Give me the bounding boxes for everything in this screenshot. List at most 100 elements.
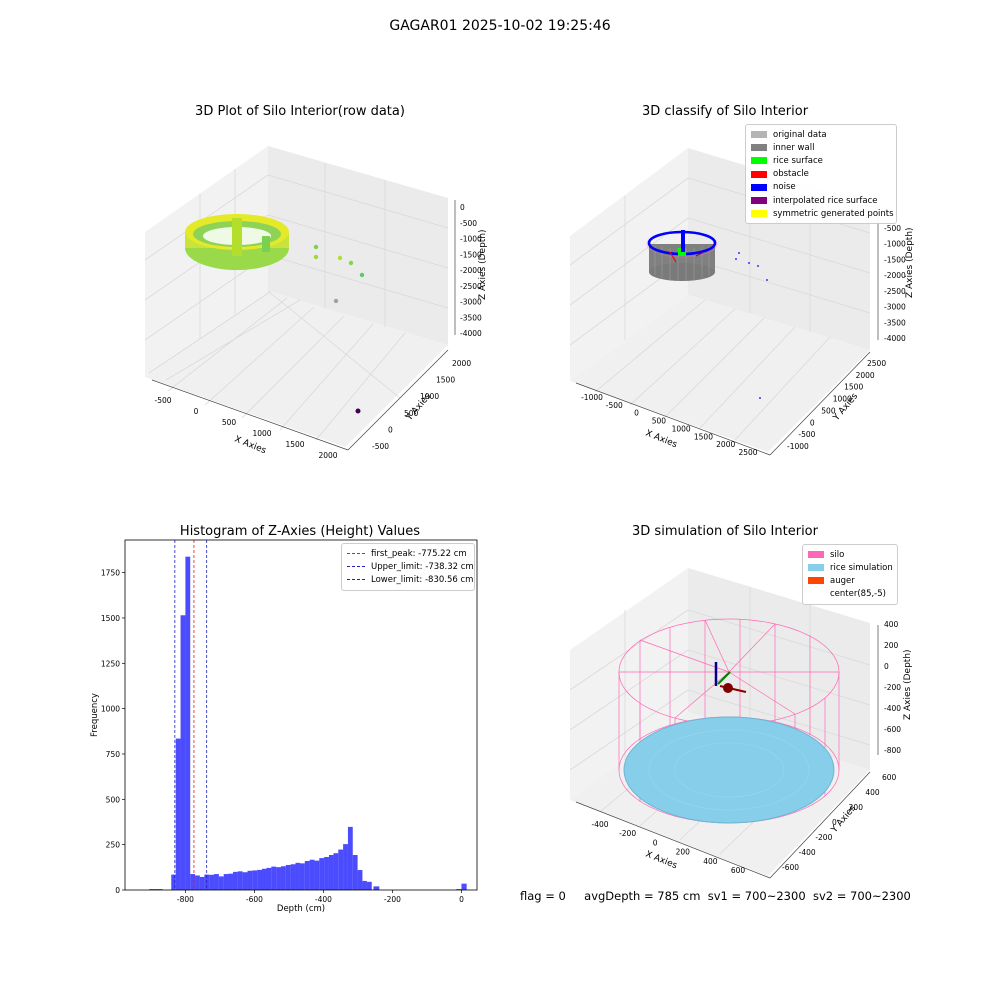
tick-label: -500 [154, 396, 171, 405]
histogram-bar [237, 871, 243, 890]
legend-label: center(85,-5) [830, 589, 886, 600]
legend-item-noise: noise [751, 181, 891, 194]
legend-swatch [751, 183, 767, 191]
tick-label: -600 [884, 725, 901, 734]
tick-label: 200 [849, 803, 864, 812]
tick-label: -800 [884, 746, 901, 755]
tick-label: 1500 [844, 383, 863, 392]
x-tick-label: -800 [177, 895, 194, 904]
histogram-bar [352, 855, 358, 890]
legend-swatch [751, 131, 767, 139]
tick-label: 0 [194, 407, 199, 416]
histogram-bar [218, 876, 224, 890]
panel2-legend: original data inner wall rice surface ob… [745, 124, 897, 225]
y-tick-label: 750 [106, 750, 121, 759]
legend-label: Lower_limit: -830.56 cm [371, 574, 474, 585]
legend-item-inner-wall: inner wall [751, 141, 891, 154]
tick-label: -500 [372, 442, 389, 451]
status-flag: flag = 0 [520, 889, 566, 903]
histogram-x-ticks: -800 -600 -400 -200 0 [177, 890, 464, 904]
legend-item-first-peak: first_peak: -775.22 cm [347, 547, 469, 560]
legend-item-upper-limit: Upper_limit: -738.32 cm [347, 560, 474, 573]
tick-label: -500 [460, 219, 477, 228]
histogram-bar [149, 889, 157, 890]
tick-label: -1500 [884, 255, 906, 264]
x-tick-label: -600 [246, 895, 263, 904]
legend-label: original data [773, 129, 827, 140]
tick-label: 1500 [285, 440, 304, 449]
legend-swatch [808, 551, 824, 559]
tick-label: -1000 [581, 393, 603, 402]
tick-label: 1000 [672, 424, 691, 433]
panel4-z-ticks: 400 200 0 -200 -400 -600 -800 [884, 620, 901, 755]
histogram-bar [299, 863, 305, 890]
tick-label: 400 [884, 620, 899, 629]
panel4-legend: silo rice simulation auger center(85,-5) [802, 544, 898, 605]
tick-label: -4000 [460, 329, 482, 338]
histogram-bars [149, 556, 467, 890]
histogram-bar [171, 874, 176, 890]
histogram-bar [262, 868, 267, 890]
tick-label: -4000 [884, 334, 906, 343]
histogram-bar [347, 826, 353, 890]
y-tick-label: 250 [106, 841, 121, 850]
legend-item-auger: auger [808, 574, 892, 587]
histogram-bar [285, 864, 291, 890]
histogram-bar [190, 874, 196, 890]
tick-label: 0 [653, 838, 658, 847]
legend-swatch [751, 170, 767, 178]
histogram-bar [338, 849, 344, 890]
legend-label: rice surface [773, 155, 823, 166]
panel2-left-pane [570, 148, 688, 381]
panel1-zlabel: Z Axies (Depth) [478, 229, 488, 300]
tick-label: 600 [882, 773, 897, 782]
panel1-ylabel: Y Axies [404, 391, 433, 423]
histogram-bar [247, 870, 253, 890]
panel1-x-ticks: -500 0 500 1000 1500 2000 [154, 396, 337, 460]
panel1-z-ticks: 0 -500 -1000 -1500 -2000 -2500 -3000 -3500 -4000 [460, 203, 482, 338]
histogram-bar [280, 866, 286, 890]
histogram-xlabel: Depth (cm) [277, 904, 325, 914]
status-avg-depth: avgDepth = 785 cm [584, 889, 701, 903]
panel2-title: 3D classify of Silo Interior [641, 104, 809, 119]
y-tick-label: 1500 [101, 614, 120, 623]
y-tick-label: 1250 [101, 659, 120, 668]
legend-swatch [808, 577, 824, 585]
histogram-bar [266, 867, 272, 890]
histogram-bar [228, 873, 234, 890]
tick-label: 500 [652, 417, 667, 426]
tick-label: 200 [676, 848, 691, 857]
panel1-silo-ring [185, 214, 289, 270]
tick-label: -3000 [884, 303, 906, 312]
tick-label: 2000 [318, 451, 337, 460]
tick-label: -500 [606, 401, 623, 410]
tick-label: 0 [460, 203, 465, 212]
histogram-bar [276, 867, 281, 890]
histogram-bar [357, 870, 363, 890]
status-sv1: sv1 = 700~2300 [707, 889, 806, 903]
tick-label: 400 [865, 788, 880, 797]
tick-label: -3500 [884, 318, 906, 327]
tick-label: 2500 [867, 359, 886, 368]
histogram-bar [309, 859, 315, 890]
panel1-title: 3D Plot of Silo Interior(row data) [195, 104, 405, 119]
legend-swatch [347, 553, 365, 555]
histogram-bar [328, 855, 334, 890]
legend-label: first_peak: -775.22 cm [371, 548, 467, 559]
tick-label: -600 [782, 863, 799, 872]
legend-item-interpolated: interpolated rice surface [751, 194, 891, 207]
histogram-y-ticks: 0 250 500 750 1000 1250 1500 1750 [101, 569, 125, 895]
histogram-bar [175, 738, 181, 890]
histogram-bar [314, 860, 320, 890]
panel4-auger [714, 662, 747, 693]
panel1-back-pane [268, 146, 448, 345]
histogram-bar [156, 889, 163, 890]
histogram-bar [295, 862, 300, 890]
histogram-bar [461, 883, 467, 890]
histogram-bar [180, 615, 186, 890]
histogram-bar [223, 874, 229, 890]
